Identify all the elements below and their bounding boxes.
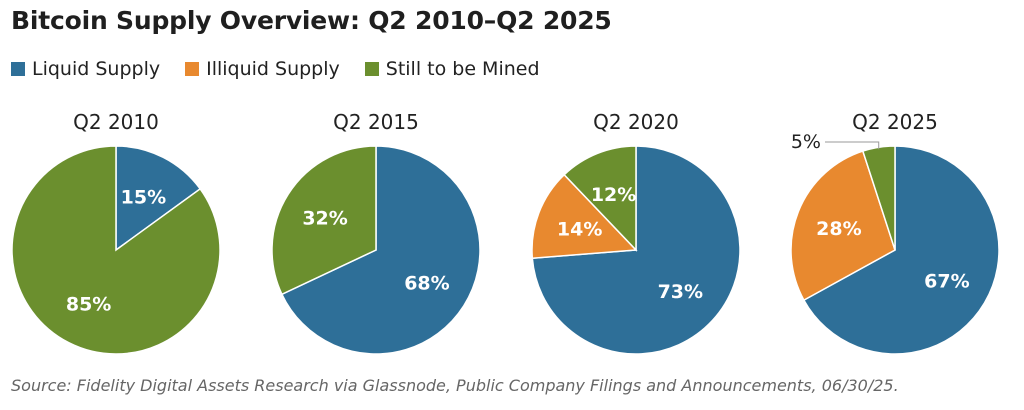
legend-swatch-mined: [364, 62, 379, 76]
pie-slice-illiquid-supply: [531, 173, 638, 260]
pie-title: Q2 2010: [73, 110, 159, 134]
legend-swatch-illiquid: [185, 62, 200, 76]
callout-line: [825, 141, 880, 150]
legend-label-liquid: Liquid Supply: [32, 58, 161, 80]
legend-label-mined: Still to be Mined: [385, 58, 540, 80]
pie-data-label: 28%: [816, 218, 861, 240]
pie-slice-still-to-be-mined: [563, 145, 637, 252]
pie-data-label: 73%: [658, 281, 703, 303]
pie-slice-liquid-supply: [802, 145, 1000, 355]
chart-title: Bitcoin Supply Overview: Q2 2010–Q2 2025: [11, 6, 612, 35]
pie-data-label: 5%: [791, 131, 821, 153]
legend: Liquid Supply Illiquid Supply Still to b…: [11, 58, 565, 80]
pie-data-label: 32%: [302, 208, 347, 230]
pie-slice-still-to-be-mined: [271, 145, 377, 296]
legend-item-liquid: Liquid Supply: [11, 58, 160, 80]
legend-label-illiquid: Illiquid Supply: [206, 58, 340, 80]
pie-slice-liquid-supply: [280, 145, 481, 355]
pie-title: Q2 2015: [333, 110, 419, 134]
pie-slice-illiquid-supply: [790, 150, 896, 302]
pie-chart-4: Q2 2025 67% 28% 5%: [790, 110, 1000, 355]
pie-title: Q2 2025: [852, 110, 938, 134]
legend-swatch-liquid: [11, 62, 25, 76]
source-note: Source: Fidelity Digital Assets Research…: [11, 376, 899, 395]
pie-data-label: 12%: [591, 184, 636, 206]
pie-slice-still-to-be-mined: [11, 145, 221, 355]
legend-item-illiquid: Illiquid Supply: [185, 58, 340, 80]
pie-data-label: 68%: [404, 272, 449, 294]
pie-data-label: 67%: [924, 271, 969, 293]
pie-data-label: 85%: [66, 294, 111, 316]
pie-chart-2: Q2 2015 68% 32%: [271, 110, 481, 355]
pie-chart-1: Q2 2010 15% 85%: [11, 110, 221, 355]
pie-data-label: 15%: [121, 186, 166, 208]
pie-chart-3: Q2 2020 73% 14% 12%: [531, 110, 741, 355]
pie-title: Q2 2020: [593, 110, 679, 134]
legend-item-mined: Still to be Mined: [364, 58, 540, 80]
pie-slice-liquid-supply: [115, 145, 202, 252]
pie-data-label: 14%: [557, 218, 602, 240]
